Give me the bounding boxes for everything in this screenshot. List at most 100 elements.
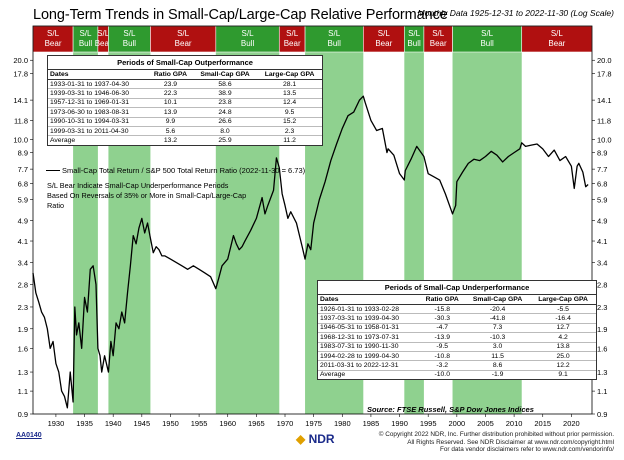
regime-band-label: Bull: [123, 39, 137, 48]
underperformance-cell: -4.7: [419, 323, 465, 334]
x-tick-label: 1935: [76, 419, 93, 428]
regime-band-label: S/L: [97, 29, 110, 38]
outperformance-header-2: Small-Cap GPA: [192, 70, 258, 80]
y-tick-label-right: 2.3: [597, 303, 607, 312]
underperformance-row: 1983-07-31 to 1990-11-30 -9.5 3.0 13.8: [318, 342, 596, 352]
chart-title: Long-Term Trends in Small-Cap/Large-Cap …: [33, 7, 448, 23]
underperformance-cell: -1.9: [491, 371, 504, 379]
outperformance-cell: 1973-06-30 to 1983-08-31: [48, 107, 149, 118]
y-tick-label-right: 14.1: [597, 96, 612, 105]
regime-band-label: Bull: [241, 39, 255, 48]
y-tick-label-left: 4.9: [18, 217, 28, 226]
copyright-line-2[interactable]: All Rights Reserved. See NDR Disclaimer …: [407, 438, 614, 446]
regime-band-label: Bear: [45, 39, 62, 48]
y-tick-label-left: 5.9: [18, 196, 28, 205]
regime-band-label: S/L: [47, 29, 60, 38]
underperformance-header-1: Ratio GPA: [419, 295, 465, 305]
underperformance-cell: 7.3: [464, 323, 531, 334]
chart-code-link[interactable]: AA0140: [16, 432, 42, 439]
regime-band-label: S/L: [481, 29, 494, 38]
outperformance-cell: 58.6: [192, 79, 258, 90]
underperformance-cell: 4.2: [530, 332, 596, 343]
regime-band-bear: [521, 25, 593, 53]
x-tick-label: 2015: [534, 419, 551, 428]
underperformance-cell: 1994-02-28 to 1999-04-30: [318, 351, 420, 362]
underperformance-cell: -10.0: [434, 371, 450, 379]
underperformance-cell: 8.6: [464, 360, 531, 371]
outperformance-cell: 1957-12-31 to 1969-01-31: [48, 98, 149, 109]
y-tick-label-left: 2.3: [18, 303, 28, 312]
x-tick-label: 1950: [162, 419, 179, 428]
y-tick-label-left: 3.4: [18, 258, 28, 267]
underperformance-cell: 3.0: [464, 342, 531, 352]
y-tick-label-right: 1.3: [597, 368, 607, 377]
y-tick-label-right: 2.8: [597, 281, 607, 290]
underperformance-cell: -9.5: [419, 342, 465, 352]
regime-band-bull: [72, 25, 99, 53]
regime-band-label: S/L: [242, 29, 255, 38]
regime-band-label: S/L: [408, 29, 421, 38]
ratio-line: [32, 95, 589, 409]
y-axis-right: 0.9 1.1 1.3 1.6 1.9 2.3 2.8 3.4 4.1 4.9 5.9 6.8 7.7 8…: [592, 56, 612, 419]
outperformance-row: 1933-01-31 to 1937-04-30 23.9 58.6 28.1: [48, 79, 322, 90]
regime-band-label: S/L: [432, 29, 445, 38]
underperformance-caption: Periods of Small-Cap Underperformance: [318, 281, 596, 295]
y-tick-label-left: 14.1: [13, 96, 28, 105]
y-tick-label-right: 6.8: [597, 179, 607, 188]
y-tick-label-left: 2.8: [18, 281, 28, 290]
outperformance-cell: 25.9: [218, 136, 232, 144]
source-label: Source:: [367, 405, 395, 414]
y-tick-label-right: 1.9: [597, 325, 607, 334]
outperformance-cell: 1999-03-31 to 2011-04-30: [48, 126, 149, 137]
outperformance-cell: 1939-03-31 to 1946-06-30: [48, 88, 149, 99]
x-tick-label: 1960: [219, 419, 236, 428]
underperformance-cell: 1926-01-31 to 1933-02-28: [318, 304, 420, 315]
outperformance-cell: 1933-01-31 to 1937-04-30: [48, 79, 149, 90]
underperformance-table: Periods of Small-Cap Underperformance Da…: [317, 280, 597, 380]
x-tick-label: 1995: [420, 419, 437, 428]
x-tick-label: 2005: [477, 419, 494, 428]
ndr-logo: ◆ NDR: [296, 432, 335, 446]
underperformance-cell: 12.2: [530, 360, 596, 371]
y-tick-label-left: 0.9: [18, 410, 28, 419]
y-tick-label-right: 5.9: [597, 196, 607, 205]
underperformance-cell: -30.3: [419, 313, 465, 324]
underperformance-header-0: Dates: [318, 295, 420, 305]
underperformance-row: Average -10.0 -1.9 9.1: [318, 370, 596, 379]
regime-band-label: S/L: [79, 29, 92, 38]
x-tick-label: 2000: [448, 419, 465, 428]
copyright-block: © Copyright 2022 NDR, Inc. Further distr…: [379, 431, 614, 454]
outperformance-row: 1990-10-31 to 1994-03-31 9.9 26.6 15.2: [48, 117, 322, 127]
underperformance-cell: -5.5: [530, 304, 596, 315]
copyright-line-3[interactable]: For data vendor disclaimers refer to www…: [439, 446, 614, 453]
outperformance-header-1: Ratio GPA: [148, 70, 193, 80]
x-tick-label: 1930: [48, 419, 65, 428]
x-tick-label: 1990: [391, 419, 408, 428]
logo-text: NDR: [308, 432, 335, 446]
outperformance-row: Average 13.2 25.9 11.2: [48, 136, 322, 145]
regime-band-label: Bull: [480, 39, 494, 48]
regime-band-label: S/L: [123, 29, 136, 38]
y-tick-label-right: 1.6: [597, 344, 607, 353]
regime-band-label: Bull: [328, 39, 342, 48]
underperformance-cell: -16.4: [530, 313, 596, 324]
y-tick-label-left: 20.0: [13, 56, 28, 65]
y-tick-label-right: 10.0: [597, 135, 612, 144]
y-tick-label-left: 17.8: [13, 70, 28, 79]
outperformance-cell: 28.1: [257, 79, 322, 90]
x-tick-label: 2020: [563, 419, 580, 428]
y-tick-label-left: 10.0: [13, 135, 28, 144]
y-tick-label-left: 1.1: [18, 387, 28, 396]
y-tick-label-left: 8.9: [18, 149, 28, 158]
regime-band-bull: [452, 25, 523, 53]
underperformance-cell: -3.2: [419, 360, 465, 371]
y-tick-label-left: 1.9: [18, 325, 28, 334]
underperformance-cell: 1983-07-31 to 1990-11-30: [318, 342, 420, 352]
chart-subtitle: Monthly Data 1925-12-31 to 2022-11-30 (L…: [417, 8, 614, 18]
underperformance-cell: 25.0: [530, 351, 596, 362]
y-tick-label-right: 0.9: [597, 410, 607, 419]
regime-band-bull: [304, 25, 364, 53]
underperformance-row: 1937-03-31 to 1939-04-30 -30.3 -41.8 -16.4: [318, 313, 596, 324]
underperformance-header-3: Large-Cap GPA: [530, 295, 596, 305]
y-tick-label-right: 4.9: [597, 217, 607, 226]
